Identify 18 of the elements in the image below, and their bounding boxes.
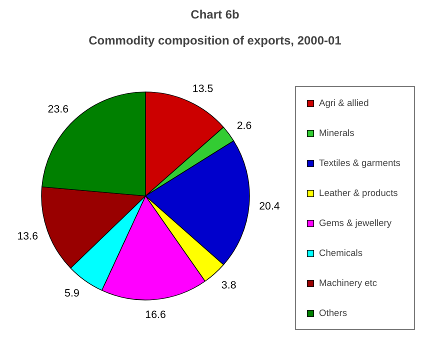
legend-label: Chemicals [319,247,364,259]
data-label: 13.6 [17,230,38,242]
chart-title: Chart 6b [190,8,240,22]
data-label: 16.6 [145,309,166,322]
chart-subtitle: Commodity composition of exports, 2000-01 [88,34,342,48]
legend-label: Textiles & garments [319,157,402,169]
legend-label: Gems & jewellery [319,217,393,229]
data-label: 2.6 [236,120,252,132]
legend-label: Others [319,307,348,319]
data-label: 5.9 [64,287,80,300]
data-label: 3.8 [221,279,236,292]
data-label: 13.5 [192,82,214,95]
data-label: 23.6 [48,104,69,116]
legend-label: Agri & allied [319,97,370,109]
legend-label: Machinery etc [319,277,378,289]
legend-label: Leather & products [319,187,399,199]
data-label: 20.4 [259,200,280,213]
legend-label: Minerals [319,127,356,139]
